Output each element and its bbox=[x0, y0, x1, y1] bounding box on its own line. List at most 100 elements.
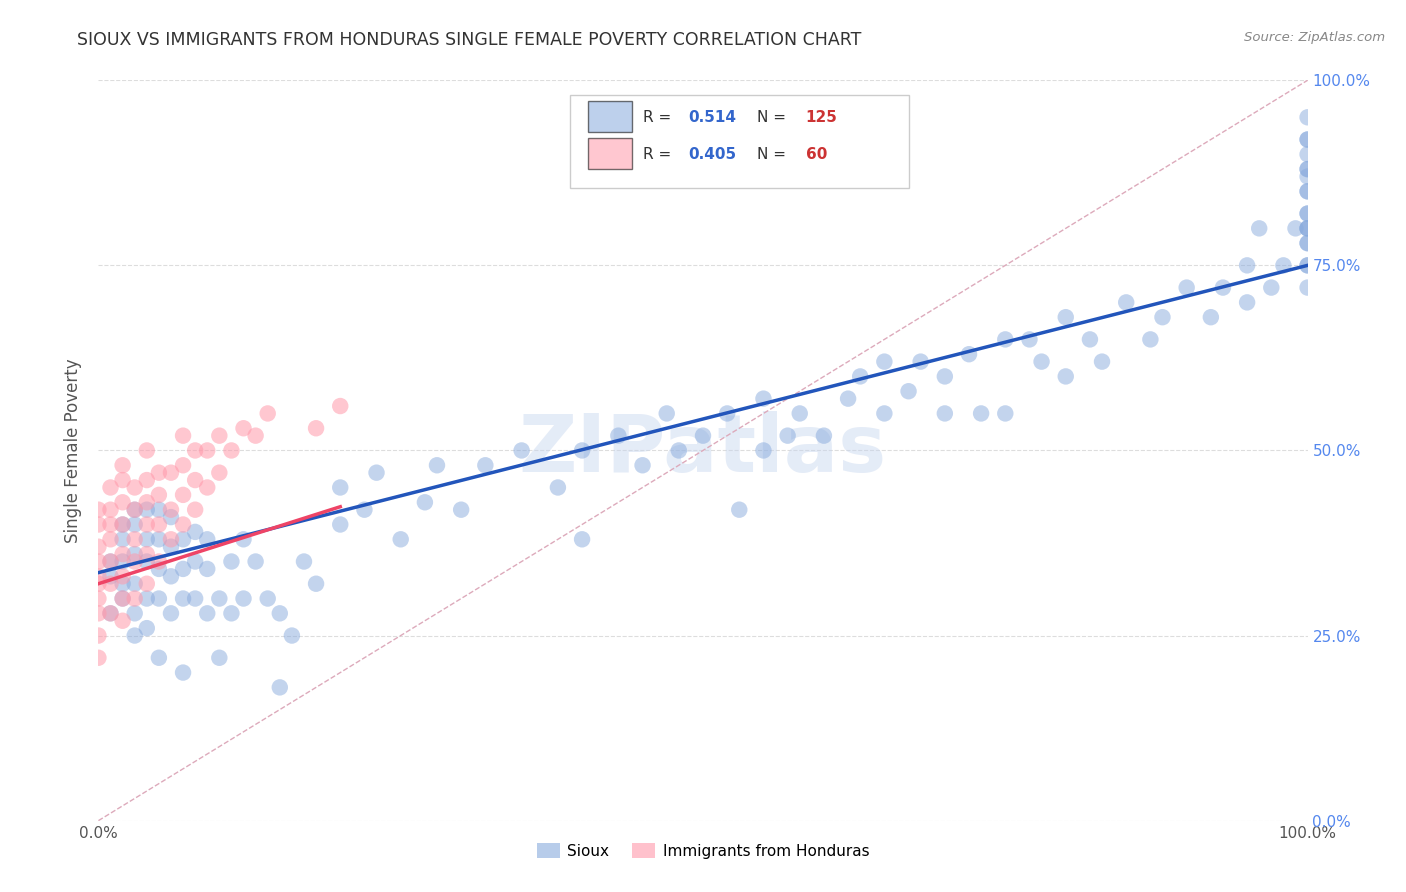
Point bbox=[232, 421, 254, 435]
Point bbox=[510, 443, 533, 458]
Point bbox=[1296, 147, 1319, 161]
Point bbox=[148, 555, 170, 569]
Point bbox=[245, 428, 267, 442]
Text: 0.405: 0.405 bbox=[689, 147, 737, 161]
Point bbox=[970, 407, 993, 421]
Point bbox=[269, 607, 291, 621]
Point bbox=[124, 517, 146, 532]
Point bbox=[813, 428, 835, 442]
Text: 60: 60 bbox=[806, 147, 827, 161]
FancyBboxPatch shape bbox=[588, 138, 631, 169]
Point bbox=[100, 555, 122, 569]
Point bbox=[329, 517, 352, 532]
Point bbox=[426, 458, 449, 473]
Point bbox=[692, 428, 714, 442]
Point bbox=[1296, 206, 1319, 220]
Point bbox=[160, 540, 183, 554]
Point bbox=[873, 407, 896, 421]
Point bbox=[172, 488, 194, 502]
Point bbox=[366, 466, 388, 480]
Point bbox=[111, 533, 134, 547]
Point bbox=[184, 443, 207, 458]
Point bbox=[195, 607, 218, 621]
Point bbox=[1296, 162, 1319, 177]
Point bbox=[135, 502, 157, 516]
Point bbox=[1296, 132, 1319, 146]
Point bbox=[208, 428, 231, 442]
Point bbox=[547, 480, 569, 494]
Point bbox=[631, 458, 654, 473]
Point bbox=[728, 502, 751, 516]
Point bbox=[184, 591, 207, 606]
Point bbox=[172, 517, 194, 532]
Point bbox=[160, 533, 183, 547]
Point bbox=[148, 488, 170, 502]
Point bbox=[160, 569, 183, 583]
Point bbox=[111, 591, 134, 606]
Point bbox=[1175, 280, 1198, 294]
Point bbox=[172, 562, 194, 576]
Point bbox=[1199, 310, 1222, 325]
Point bbox=[1296, 221, 1319, 235]
Point bbox=[1249, 221, 1271, 235]
Point bbox=[450, 502, 472, 516]
Point bbox=[135, 555, 157, 569]
Point bbox=[148, 502, 170, 516]
Point bbox=[1078, 332, 1101, 346]
Point bbox=[87, 576, 110, 591]
Point bbox=[897, 384, 920, 399]
Point bbox=[474, 458, 496, 473]
Point bbox=[111, 458, 134, 473]
Text: N =: N = bbox=[758, 147, 792, 161]
Point bbox=[111, 555, 134, 569]
Point bbox=[571, 443, 593, 458]
Point bbox=[100, 533, 122, 547]
Point bbox=[934, 369, 956, 384]
Point bbox=[221, 443, 243, 458]
Point bbox=[87, 650, 110, 665]
Point bbox=[994, 332, 1017, 346]
Point bbox=[571, 533, 593, 547]
Point bbox=[148, 517, 170, 532]
Point bbox=[124, 555, 146, 569]
Point bbox=[1296, 184, 1319, 198]
Point bbox=[1236, 259, 1258, 273]
Point bbox=[195, 480, 218, 494]
Point bbox=[1296, 111, 1319, 125]
Point bbox=[957, 347, 980, 361]
Point bbox=[148, 591, 170, 606]
Point bbox=[172, 428, 194, 442]
Point bbox=[184, 473, 207, 487]
Point bbox=[208, 466, 231, 480]
Point bbox=[232, 591, 254, 606]
Point bbox=[1296, 132, 1319, 146]
Point bbox=[655, 407, 678, 421]
Point bbox=[135, 473, 157, 487]
Point bbox=[160, 466, 183, 480]
Point bbox=[208, 650, 231, 665]
Point bbox=[87, 569, 110, 583]
Point bbox=[1296, 280, 1319, 294]
Point bbox=[1018, 332, 1040, 346]
Point bbox=[124, 576, 146, 591]
Point bbox=[994, 407, 1017, 421]
Point bbox=[87, 502, 110, 516]
Point bbox=[232, 533, 254, 547]
Point bbox=[1115, 295, 1137, 310]
Point bbox=[221, 607, 243, 621]
Point bbox=[184, 524, 207, 539]
Point bbox=[124, 502, 146, 516]
Point bbox=[87, 540, 110, 554]
Text: R =: R = bbox=[643, 110, 676, 125]
Point bbox=[1296, 259, 1319, 273]
Point bbox=[195, 533, 218, 547]
Point bbox=[111, 591, 134, 606]
Point bbox=[1284, 221, 1306, 235]
Point bbox=[87, 591, 110, 606]
Point bbox=[1296, 236, 1319, 251]
Point bbox=[87, 628, 110, 642]
Point bbox=[1296, 169, 1319, 184]
Point bbox=[124, 591, 146, 606]
Point bbox=[100, 569, 122, 583]
Point bbox=[87, 555, 110, 569]
